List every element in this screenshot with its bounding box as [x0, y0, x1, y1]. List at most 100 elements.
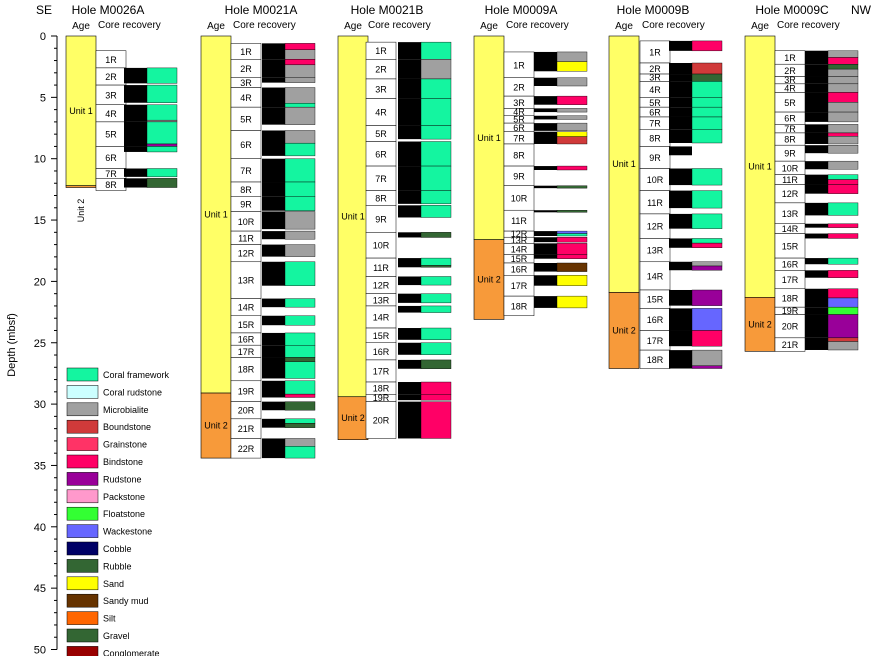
core-label: 13R	[511, 235, 528, 245]
core-label: 11R	[647, 198, 663, 208]
lithology-segment	[420, 265, 452, 268]
core-label: 15R	[647, 295, 664, 305]
legend-label-rb: Rubble	[103, 561, 132, 571]
recovered-bar	[398, 190, 421, 204]
axis-tick-label: 40	[34, 522, 46, 534]
lithology-segment	[420, 205, 452, 218]
core-label: 6R	[784, 114, 796, 124]
recovered-bar	[262, 231, 285, 240]
core-label: 1R	[784, 53, 796, 63]
unit-1-band	[473, 35, 505, 240]
lithology-segment	[284, 315, 316, 326]
recovered-bar	[262, 107, 285, 125]
lithology-segment	[284, 446, 316, 459]
core-label: 5R	[240, 114, 252, 124]
unit-2-band	[65, 185, 97, 188]
unit-label: Unit 1	[204, 210, 228, 220]
lithology-segment	[146, 119, 178, 123]
core-label: 8R	[513, 151, 525, 161]
lithology-segment	[420, 41, 452, 60]
lithology-segment	[146, 121, 178, 145]
core-label: 11R	[238, 233, 254, 243]
recovered-bar	[669, 308, 692, 331]
lithology-segment	[146, 146, 178, 153]
core-label: 16R	[782, 260, 799, 270]
hole-m0021b: Hole M0021B Age Core recovery Unit 1 Unit 2 1…	[337, 3, 452, 440]
core-label: 19R	[782, 306, 799, 316]
lithology-segment	[691, 97, 723, 108]
unit-1-band	[337, 35, 369, 398]
lithology-segment	[420, 190, 452, 205]
core-label: 12R	[782, 189, 799, 199]
recovered-bar	[124, 85, 147, 103]
recovered-bar	[398, 78, 421, 99]
lithology-segment	[556, 115, 588, 120]
recovered-bar	[805, 233, 828, 239]
unit-label: Unit 1	[341, 211, 365, 221]
legend-swatch-sm	[66, 593, 99, 608]
legend-label-si: Silt	[103, 614, 116, 624]
core-label: 3R	[375, 84, 387, 94]
recovered-bar	[534, 166, 557, 170]
lithology-segment	[284, 401, 316, 411]
recovered-bar	[262, 87, 285, 108]
recovered-bar	[262, 182, 285, 197]
axis-tick-label: 5	[40, 92, 46, 104]
recovered-bar	[669, 168, 692, 186]
legend-swatch-gr	[66, 437, 99, 451]
lithology-segment	[556, 210, 588, 213]
legend-label-cg: Conglomerate	[103, 648, 160, 656]
core-label: 3R	[240, 78, 252, 88]
lithology-segment	[827, 337, 859, 342]
lithology-legend: Coral framework Coral rudstone Microbialit…	[66, 367, 170, 660]
core-label: 13R	[647, 246, 664, 256]
core-label: 21R	[782, 340, 799, 350]
core-label: 5R	[105, 130, 117, 140]
legend-swatch-fl	[66, 506, 99, 521]
lithology-segment	[420, 359, 452, 369]
recovered-bar	[669, 330, 692, 347]
holes-group: Hole M0026A Age Core recovery Unit 1 Unit 2 1…	[65, 3, 859, 459]
core-label-cell	[230, 130, 262, 159]
core-label: 9R	[784, 149, 796, 159]
core-label: 13R	[782, 209, 799, 219]
core-label: 13R	[373, 295, 390, 305]
axis-tick-label: 20	[34, 276, 46, 288]
recovered-bar	[262, 196, 285, 211]
recovered-bar	[398, 328, 421, 340]
lithology-segment	[827, 68, 859, 77]
core-label: 4R	[375, 108, 387, 118]
lithology-segment	[420, 59, 452, 80]
recovered-bar	[669, 62, 692, 75]
legend-label-cf: Coral framework	[103, 370, 170, 380]
core-label: 18R	[238, 365, 255, 375]
lithology-segment	[827, 124, 859, 134]
lithology-segment	[420, 293, 452, 304]
recovered-bar	[534, 254, 557, 259]
recovered-bar	[805, 314, 828, 338]
recovered-bar	[534, 231, 557, 237]
lithology-segment	[691, 261, 723, 267]
lithology-segment	[284, 87, 316, 104]
recovered-bar	[669, 129, 692, 143]
core-label: 11R	[782, 175, 798, 185]
unit-label: Unit 2	[612, 325, 636, 335]
hole-m0009c: Hole M0009C Age Core recovery Unit 1 Unit 2 1…	[744, 3, 859, 352]
recovered-bar	[805, 124, 828, 133]
legend-label-bd: Boundstone	[103, 422, 151, 432]
lithology-segment	[827, 111, 859, 123]
lithology-segment	[284, 380, 316, 395]
lithology-segment	[827, 288, 859, 299]
lithology-segment	[284, 106, 316, 125]
legend-swatch-mb	[66, 402, 99, 417]
lithology-segment	[420, 98, 452, 126]
lithology-segment	[420, 381, 452, 395]
lithology-segment	[691, 40, 723, 52]
lithology-segment	[827, 132, 859, 137]
core-label: 3R	[105, 90, 117, 100]
recovered-bar	[262, 380, 285, 398]
legend-swatch-cg	[66, 646, 99, 660]
core-label: 14R	[511, 244, 528, 254]
lithology-segment	[827, 202, 859, 216]
